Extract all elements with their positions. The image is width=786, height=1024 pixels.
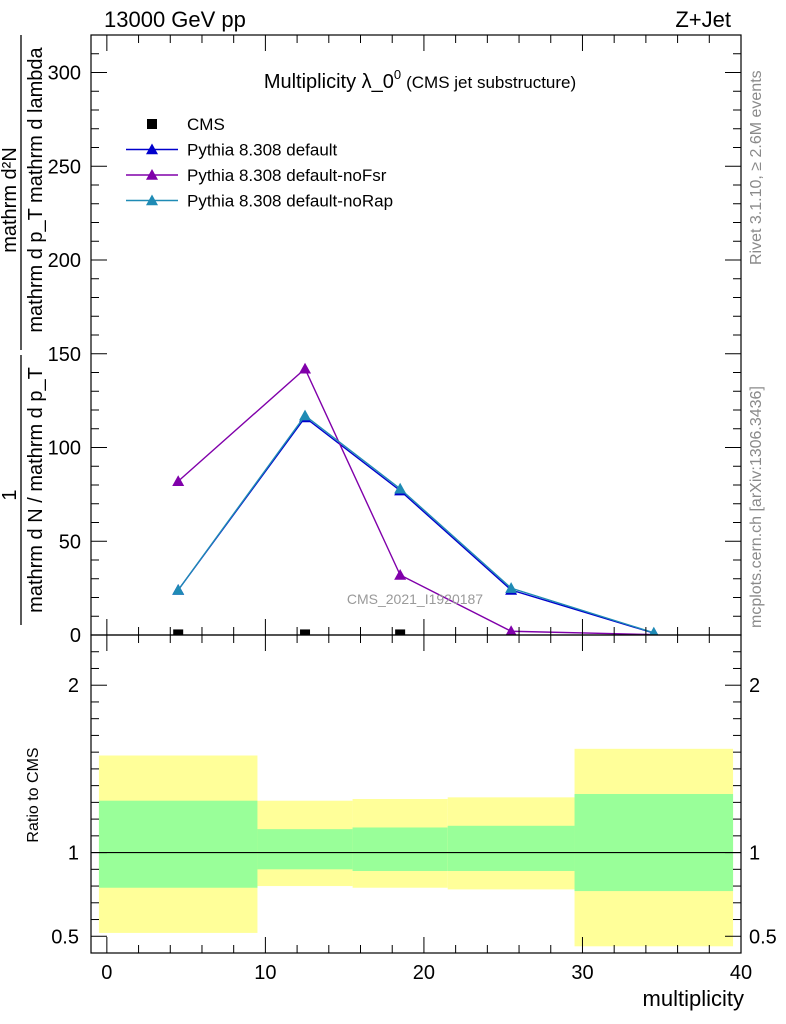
y-tick-label: 0 <box>70 625 81 647</box>
legend-label-pythia-8-308-default: Pythia 8.308 default <box>187 141 338 160</box>
ratio-plot: 0.5 0.51 12 20 10 20 30 40 Ratio to CMS multipl… <box>25 634 777 1011</box>
ratio-y-tick-label-right: 2 <box>749 675 760 697</box>
pythia-8-308-default-norap-point <box>649 626 659 635</box>
y-label-prefactor-den: mathrm d N / mathrm d p_T <box>25 367 47 613</box>
ratio-bands <box>91 748 741 947</box>
legend-label-pythia-8-308-default-nofsr: Pythia 8.308 default-noFsr <box>187 166 387 185</box>
ratio-y-tick-label-left: 1 <box>68 843 79 865</box>
x-axis-label: multiplicity <box>643 986 744 1011</box>
y-tick-label: 200 <box>48 250 81 272</box>
y-tick-label: 300 <box>48 63 81 85</box>
legend-label-cms: CMS <box>187 115 225 134</box>
pythia-8-308-default-nofsr-point <box>299 362 312 374</box>
y-tick-label: 50 <box>59 531 81 553</box>
rivet-version-label: Rivet 3.1.10, ≥ 2.6M events <box>748 70 765 265</box>
mcplots-label: mcplots.cern.ch [arXiv:1306.3436] <box>748 386 765 628</box>
pythia-8-308-default-norap-point <box>505 582 518 593</box>
y-label-prefactor-num: 1 <box>0 489 21 500</box>
ratio-band-green <box>352 827 448 871</box>
plot-title-main: Multiplicity λ_0 <box>264 71 394 93</box>
ratio-band-green <box>574 794 734 892</box>
cms-data-point <box>300 629 311 635</box>
y-axis-label: 1 mathrm d N / mathrm d p_T mathrm d²N m… <box>0 35 47 625</box>
ratio-band-green <box>98 800 258 888</box>
x-tick-label: 20 <box>413 962 435 984</box>
main-plot-marks <box>172 362 659 635</box>
pythia-8-308-default-nofsr-point <box>172 475 185 487</box>
legend-marker-cms <box>147 119 157 129</box>
ratio-band-green <box>257 829 353 870</box>
ratio-y-tick-label-right: 1 <box>749 843 760 865</box>
ratio-plot-ticks: 0.5 0.51 12 20 10 20 30 40 <box>51 635 777 984</box>
y-tick-label: 150 <box>48 344 81 366</box>
plot-subtitle: (CMS jet substructure) <box>406 73 576 92</box>
x-tick-label: 30 <box>571 962 593 984</box>
ratio-y-tick-label-left: 2 <box>68 675 79 697</box>
legend-marker-pythia-8-308-default <box>146 143 158 155</box>
y-tick-label: 100 <box>48 438 81 460</box>
ratio-y-tick-label-right: 0.5 <box>749 926 777 948</box>
y-label-denominator: mathrm d p_T mathrm d lambda <box>25 46 47 332</box>
ratio-band-green <box>447 825 575 871</box>
ratio-y-axis-label: Ratio to CMS <box>25 747 42 842</box>
header-collision-label: 13000 GeV pp <box>104 7 246 32</box>
x-tick-label: 10 <box>254 962 276 984</box>
y-label-numerator: mathrm d²N <box>0 147 21 253</box>
ratio-y-tick-label-left: 0.5 <box>51 926 79 948</box>
pythia-8-308-default-norap-point <box>299 409 312 421</box>
x-tick-label: 40 <box>730 962 752 984</box>
plot-title: Multiplicity λ_00 (CMS jet substructure) <box>264 67 576 93</box>
plot-title-superscript: 0 <box>394 67 401 82</box>
main-plot-ticks: 0 50 100 150 200 250 300 <box>48 34 742 647</box>
pythia-8-308-default-nofsr-point <box>505 625 517 635</box>
ratio-plot-frame <box>90 634 742 954</box>
pythia-8-308-default-nofsr-point <box>394 569 407 580</box>
x-tick-label: 0 <box>101 962 112 984</box>
cms-data-point <box>173 629 184 635</box>
legend-marker-pythia-8-308-default-nofsr <box>146 169 158 180</box>
header-process-label: Z+Jet <box>675 7 731 32</box>
legend-marker-pythia-8-308-default-norap <box>146 194 158 206</box>
legend: CMS Pythia 8.308 default Pythia 8.308 defa… <box>126 115 393 211</box>
legend-label-pythia-8-308-default-norap: Pythia 8.308 default-noRap <box>187 192 393 211</box>
pythia-8-308-default-norap-point <box>172 584 185 595</box>
analysis-watermark: CMS_2021_I1920187 <box>347 591 483 607</box>
y-tick-label: 250 <box>48 156 81 178</box>
pythia-8-308-default-norap-point <box>394 482 407 494</box>
cms-data-point <box>395 629 406 635</box>
